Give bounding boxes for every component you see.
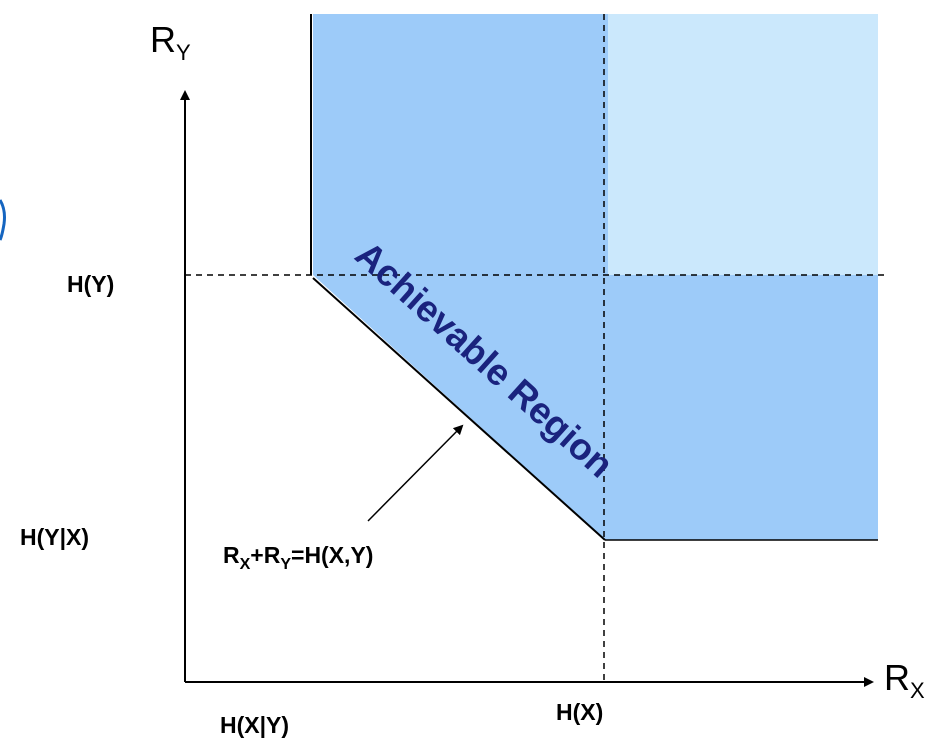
y-axis-label: RY [150, 19, 191, 65]
hy-label: H(Y) [67, 271, 114, 297]
sum-rate-equation: RX+RY=H(X,Y) [223, 542, 373, 573]
hx-label: H(X) [556, 699, 603, 725]
corner-region [608, 14, 878, 275]
equation-pointer-arrow [367, 424, 464, 522]
region-diagonal-boundary [312, 277, 606, 541]
x-axis-label: RX [884, 657, 925, 703]
achievable-region [313, 14, 878, 540]
hy-given-x-label: H(Y|X) [20, 524, 89, 550]
hx-given-y-label: H(X|Y) [220, 712, 289, 738]
stray-edge-mark [0, 199, 6, 241]
